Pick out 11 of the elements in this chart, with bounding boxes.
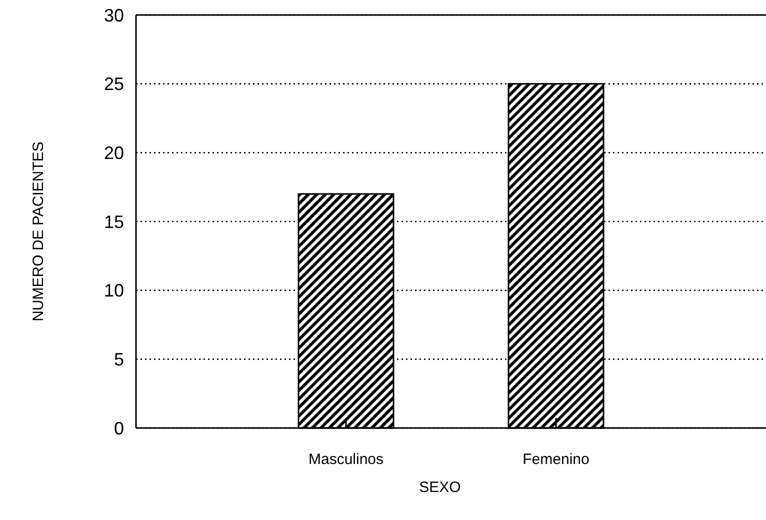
y-tick-label: 10	[104, 280, 124, 301]
y-tick-label: 0	[114, 418, 124, 438]
x-tick-label: Femenino	[522, 451, 590, 468]
y-tick-label: 20	[104, 142, 124, 163]
y-tick-label: 5	[114, 349, 124, 370]
x-axis-title: SEXO	[419, 479, 461, 496]
y-tick-label: 30	[104, 5, 124, 26]
y-tick-label: 25	[104, 74, 124, 94]
y-tick-label: 15	[104, 212, 124, 232]
x-tick-label: Masculinos	[308, 451, 384, 468]
y-axis-title: NUMERO DE PACIENTES	[30, 142, 47, 322]
